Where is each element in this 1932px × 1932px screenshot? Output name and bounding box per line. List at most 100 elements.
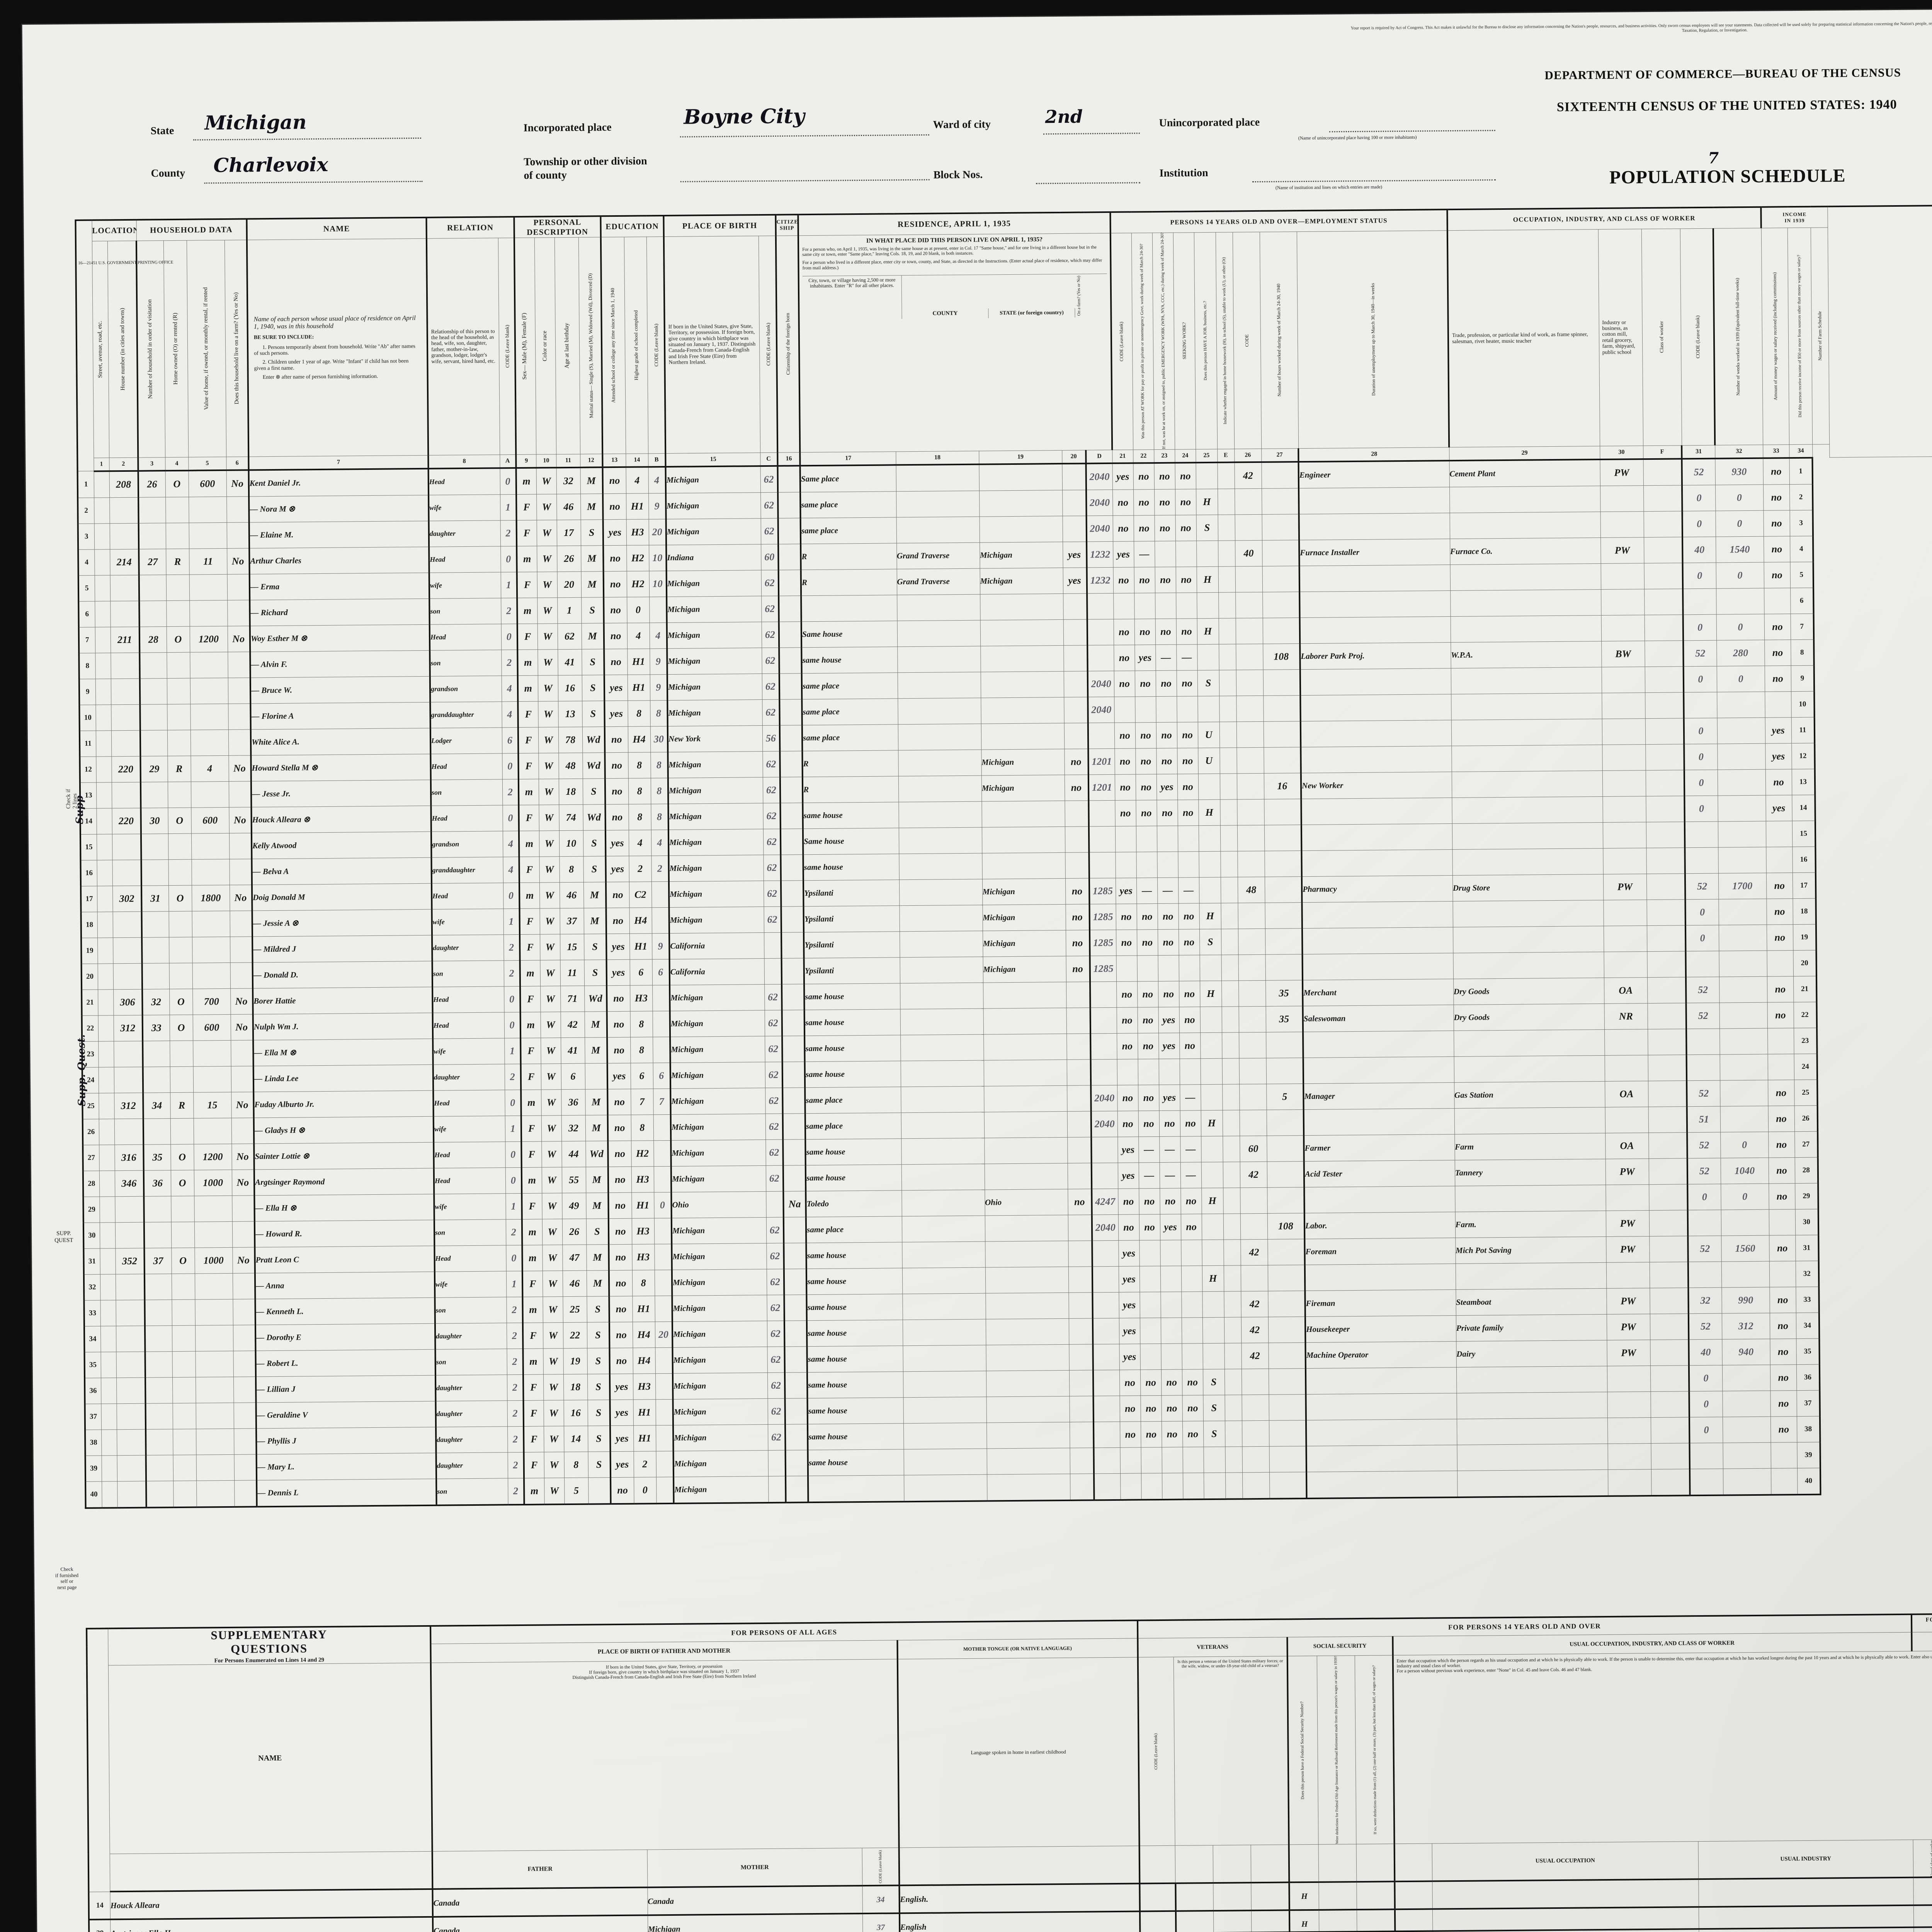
cell-inc[interactable]: no: [1763, 484, 1790, 510]
cell-rel[interactable]: Head: [433, 1090, 505, 1116]
cell-house[interactable]: 220: [111, 756, 141, 782]
cell-rel[interactable]: Head: [434, 1245, 506, 1272]
cell-school[interactable]: no: [605, 752, 628, 779]
cell-grade[interactable]: 8: [632, 1270, 655, 1296]
cell-wk31[interactable]: 32: [1688, 1287, 1722, 1314]
cell-ind[interactable]: [1451, 770, 1603, 798]
cell-q21[interactable]: no: [1119, 1395, 1141, 1422]
cell-own[interactable]: O: [166, 626, 190, 653]
cell-wk32[interactable]: [1723, 1468, 1771, 1495]
cell-grade[interactable]: H1: [626, 493, 649, 519]
cell-hh[interactable]: [138, 497, 166, 523]
cell-grade[interactable]: H1: [629, 933, 652, 959]
cell-birth[interactable]: Michigan: [671, 1217, 767, 1244]
cell-wks[interactable]: [1267, 1239, 1305, 1265]
cell-inc[interactable]: no: [1770, 1416, 1797, 1442]
cell-school[interactable]: no: [609, 1296, 633, 1322]
cell-q24[interactable]: no: [1177, 722, 1198, 748]
cell-cls[interactable]: OA: [1605, 1133, 1649, 1159]
cell-grade[interactable]: 8: [628, 700, 650, 726]
cell-q25[interactable]: H: [1200, 980, 1222, 1007]
cell-F[interactable]: [1647, 1003, 1687, 1029]
cell-q22[interactable]: [1138, 1059, 1159, 1085]
cell-res18[interactable]: [903, 1422, 987, 1449]
cell-wks[interactable]: [1263, 669, 1301, 696]
cell-name[interactable]: — Richard: [250, 598, 430, 626]
cell-wks[interactable]: [1266, 1109, 1304, 1136]
cell-farm[interactable]: No: [231, 1092, 254, 1118]
cell-wks[interactable]: [1266, 1058, 1304, 1084]
cell-C[interactable]: 62: [767, 1372, 785, 1399]
cell-street[interactable]: [100, 1248, 116, 1274]
cell-q24[interactable]: [1181, 1291, 1202, 1318]
cell-school[interactable]: no: [603, 571, 627, 597]
cell-school[interactable]: no: [603, 545, 627, 571]
cell-q24[interactable]: [1175, 541, 1197, 567]
cell-E[interactable]: [1220, 799, 1237, 825]
cell-wk32[interactable]: 990: [1721, 1287, 1770, 1313]
cell-q25[interactable]: [1196, 462, 1218, 489]
cell-cit[interactable]: [782, 1061, 805, 1088]
cell-res20[interactable]: [1068, 1266, 1093, 1293]
cell-own[interactable]: O: [169, 988, 193, 1015]
cell-C[interactable]: 62: [765, 1165, 784, 1192]
cell-q25[interactable]: [1202, 1291, 1224, 1318]
cell-cls[interactable]: [1602, 796, 1646, 822]
cell-inc[interactable]: no: [1770, 1364, 1797, 1391]
cell-age[interactable]: 44: [561, 1141, 586, 1167]
cell-res19[interactable]: Michigan: [981, 774, 1065, 801]
supp-cell-father[interactable]: Canada: [432, 1915, 648, 1932]
cell-own[interactable]: [173, 1480, 197, 1507]
cell-birth[interactable]: Michigan: [666, 518, 761, 545]
cell-res20[interactable]: [1070, 1473, 1094, 1500]
cell-street[interactable]: [100, 1352, 116, 1378]
cell-house[interactable]: [116, 1351, 145, 1378]
cell-q21[interactable]: no: [1117, 1085, 1138, 1111]
cell-sex[interactable]: m: [522, 1245, 543, 1271]
cell-age[interactable]: 19: [563, 1348, 587, 1374]
cell-ms[interactable]: S: [580, 519, 604, 546]
cell-inc[interactable]: no: [1769, 1235, 1796, 1261]
cell-race[interactable]: W: [541, 1037, 561, 1064]
cell-F[interactable]: [1645, 770, 1685, 796]
cell-hh[interactable]: 30: [141, 808, 168, 834]
supp-cell-occspacer[interactable]: [1395, 1909, 1433, 1932]
cell-wks[interactable]: [1267, 1135, 1304, 1162]
cell-res19[interactable]: [983, 1059, 1067, 1086]
cell-sex[interactable]: F: [518, 701, 538, 728]
cell-q22[interactable]: [1141, 1447, 1162, 1473]
cell-street[interactable]: [96, 808, 112, 834]
cell-res19[interactable]: [986, 1344, 1069, 1371]
cell-res20[interactable]: [1066, 1007, 1091, 1034]
cell-wk32[interactable]: 0: [1720, 1131, 1769, 1158]
cell-q21[interactable]: no: [1117, 1033, 1138, 1059]
cell-hrs[interactable]: [1235, 566, 1263, 592]
cell-D[interactable]: [1090, 1059, 1117, 1085]
cell-q22[interactable]: [1135, 696, 1156, 723]
cell-wk32[interactable]: [1719, 976, 1767, 1003]
cell-age[interactable]: 49: [562, 1192, 586, 1219]
cell-cls[interactable]: [1604, 925, 1647, 952]
cell-q22[interactable]: no: [1141, 1421, 1162, 1447]
cell-cls[interactable]: PW: [1607, 1340, 1650, 1366]
cell-inc[interactable]: no: [1769, 1287, 1796, 1313]
cell-hrs[interactable]: 40: [1235, 540, 1262, 566]
cell-farm[interactable]: [228, 703, 251, 730]
cell-grade[interactable]: H1: [633, 1399, 656, 1425]
cell-birth[interactable]: Michigan: [668, 751, 763, 778]
cell-ms[interactable]: S: [584, 934, 607, 960]
cell-rel[interactable]: grandson: [430, 675, 502, 702]
cell-wk31[interactable]: 40: [1689, 1339, 1722, 1366]
cell-value[interactable]: 15: [193, 1092, 231, 1118]
cell-ms[interactable]: Wd: [584, 985, 607, 1012]
cell-own[interactable]: R: [170, 1092, 194, 1119]
cell-name[interactable]: — Jessie A ⊗: [252, 909, 432, 937]
cell-grade[interactable]: H2: [626, 545, 649, 571]
cell-rel[interactable]: wife: [433, 1038, 505, 1065]
cell-wk31[interactable]: 52: [1686, 1002, 1720, 1029]
cell-wks[interactable]: 35: [1265, 1006, 1303, 1032]
cell-race[interactable]: W: [540, 1012, 561, 1038]
cell-cls[interactable]: [1605, 1107, 1649, 1133]
cell-res19[interactable]: [985, 1266, 1069, 1293]
cell-hrs[interactable]: [1238, 1006, 1266, 1032]
